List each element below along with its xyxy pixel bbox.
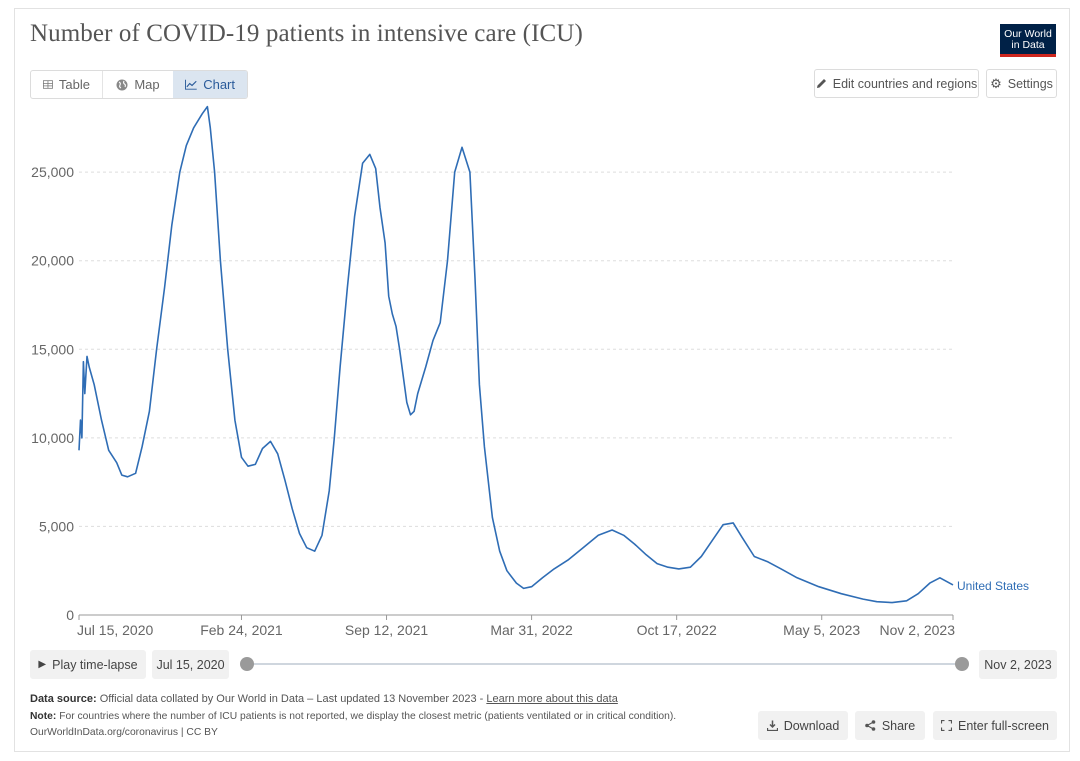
edit-countries-button[interactable]: Edit countries and regions [814,69,979,98]
timeline-track[interactable] [248,663,962,665]
x-tick-label: May 5, 2023 [783,622,860,638]
tab-table[interactable]: Table [31,71,103,98]
page-title: Number of COVID-19 patients in intensive… [30,20,583,47]
timeline-start-label: Jul 15, 2020 [152,650,229,679]
y-tick-label: 5,000 [39,518,74,534]
y-tick-label: 15,000 [31,341,74,357]
play-timelapse-button[interactable]: ▶ Play time-lapse [30,650,146,679]
timeline-start-handle[interactable] [240,657,254,671]
tab-table-label: Table [58,77,90,92]
grid-layer [79,171,953,527]
y-tick-label: 20,000 [31,253,74,269]
x-tick-label: Jul 15, 2020 [77,622,153,638]
table-icon [43,80,53,89]
download-label: Download [783,718,840,733]
y-tick-label: 0 [66,607,74,623]
tab-map[interactable]: Map [103,71,173,98]
play-icon: ▶ [38,659,47,670]
source-line: Data source: Official data collated by O… [30,693,618,705]
x-tick-label: Nov 2, 2023 [880,622,956,638]
expand-icon [940,720,952,731]
learn-more-link[interactable]: Learn more about this data [486,693,618,705]
logo-line-2: in Data [1011,39,1045,51]
tab-chart-label: Chart [203,77,235,92]
series-label: United States [957,579,1029,593]
share-icon [865,720,876,731]
pencil-icon [816,79,826,88]
source-label: Data source: [30,693,97,705]
y-tick-label: 10,000 [31,430,74,446]
y-tick-label: 25,000 [31,164,74,180]
edit-countries-label: Edit countries and regions [832,76,978,91]
note-line: Note: For countries where the number of … [30,711,676,722]
timeline-end-handle[interactable] [955,657,969,671]
x-tick-label: Feb 24, 2021 [200,622,283,638]
x-tick-label: Mar 31, 2022 [490,622,573,638]
gear-icon: ⚙ [990,75,1002,91]
timeline-end-label: Nov 2, 2023 [979,650,1057,679]
tab-map-label: Map [134,77,160,92]
credit-line[interactable]: OurWorldInData.org/coronavirus | CC BY [30,727,218,738]
logo-line-1: Our World [1004,28,1052,40]
x-tick-label: Sep 12, 2021 [345,622,429,638]
source-text: Official data collated by Our World in D… [99,693,487,705]
series-layer: United States [78,105,1029,604]
owid-logo[interactable]: Our World in Data [1000,24,1056,57]
chart-card: Number of COVID-19 patients in intensive… [14,8,1070,752]
series-line [78,105,954,604]
download-icon [766,720,778,731]
play-timelapse-label: Play time-lapse [52,657,138,672]
settings-label: Settings [1007,76,1053,91]
tab-chart[interactable]: Chart [173,71,247,98]
note-text: For countries where the number of ICU pa… [59,711,677,722]
axis-layer: 0 5,000 10,000 15,000 20,000 25,000 Jul 15, 20… [31,164,955,638]
view-tabs: Table Map Chart [30,70,248,99]
share-button[interactable]: Share [855,711,925,740]
download-button[interactable]: Download [758,711,848,740]
settings-button[interactable]: ⚙ Settings [986,69,1057,98]
fullscreen-button[interactable]: Enter full-screen [933,711,1057,740]
fullscreen-label: Enter full-screen [957,718,1049,733]
line-chart: 0 5,000 10,000 15,000 20,000 25,000 Jul 15, 20… [31,105,1029,638]
globe-icon [116,79,128,90]
line-chart-icon [185,79,197,90]
note-label: Note: [30,711,57,722]
x-tick-label: Oct 17, 2022 [637,622,717,638]
share-label: Share [881,718,916,733]
